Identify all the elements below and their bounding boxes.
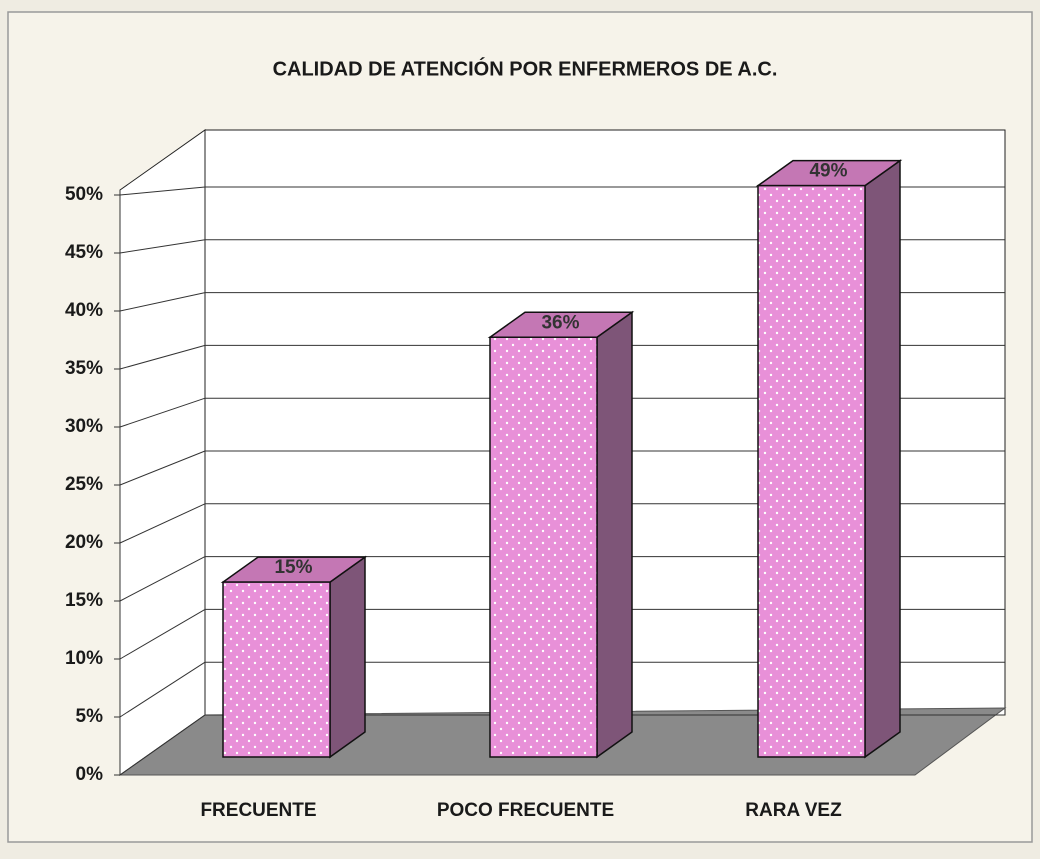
bar bbox=[222, 581, 331, 758]
value-label: 49% bbox=[809, 161, 847, 182]
grid-line bbox=[119, 344, 206, 370]
x-tick-label: POCO FRECUENTE bbox=[437, 800, 614, 821]
grid-line bbox=[119, 503, 206, 544]
y-tick-label: 20% bbox=[65, 532, 103, 553]
grid-line bbox=[119, 292, 206, 312]
value-label: 15% bbox=[274, 557, 312, 578]
bar bbox=[489, 336, 598, 758]
y-tick-label: 45% bbox=[65, 242, 103, 263]
grid-line bbox=[119, 450, 206, 486]
chart-title: CALIDAD DE ATENCIÓN POR ENFERMEROS DE A.… bbox=[273, 56, 778, 80]
bar-side bbox=[329, 555, 366, 759]
y-tick-label: 40% bbox=[65, 300, 103, 321]
y-tick-label: 15% bbox=[65, 590, 103, 611]
bar bbox=[757, 184, 866, 758]
y-tick-label: 10% bbox=[65, 648, 103, 669]
grid-line bbox=[119, 661, 206, 718]
y-tick-label: 5% bbox=[76, 706, 104, 727]
grid-line bbox=[119, 608, 206, 660]
value-label: 36% bbox=[541, 312, 579, 333]
grid-line bbox=[119, 397, 206, 428]
grid-line bbox=[119, 239, 206, 254]
x-tick-label: RARA VEZ bbox=[745, 800, 842, 821]
grid-line bbox=[119, 714, 206, 776]
grid-line bbox=[119, 186, 206, 196]
bar-side bbox=[864, 159, 901, 759]
y-tick-label: 30% bbox=[65, 416, 103, 437]
y-tick-label: 25% bbox=[65, 474, 103, 495]
x-tick-label: FRECUENTE bbox=[200, 800, 316, 821]
y-tick-label: 0% bbox=[76, 764, 104, 785]
y-tick-label: 35% bbox=[65, 358, 103, 379]
y-tick-label: 50% bbox=[65, 184, 103, 205]
grid-line bbox=[119, 556, 206, 602]
bar-side bbox=[596, 310, 633, 759]
side-wall bbox=[119, 129, 206, 776]
